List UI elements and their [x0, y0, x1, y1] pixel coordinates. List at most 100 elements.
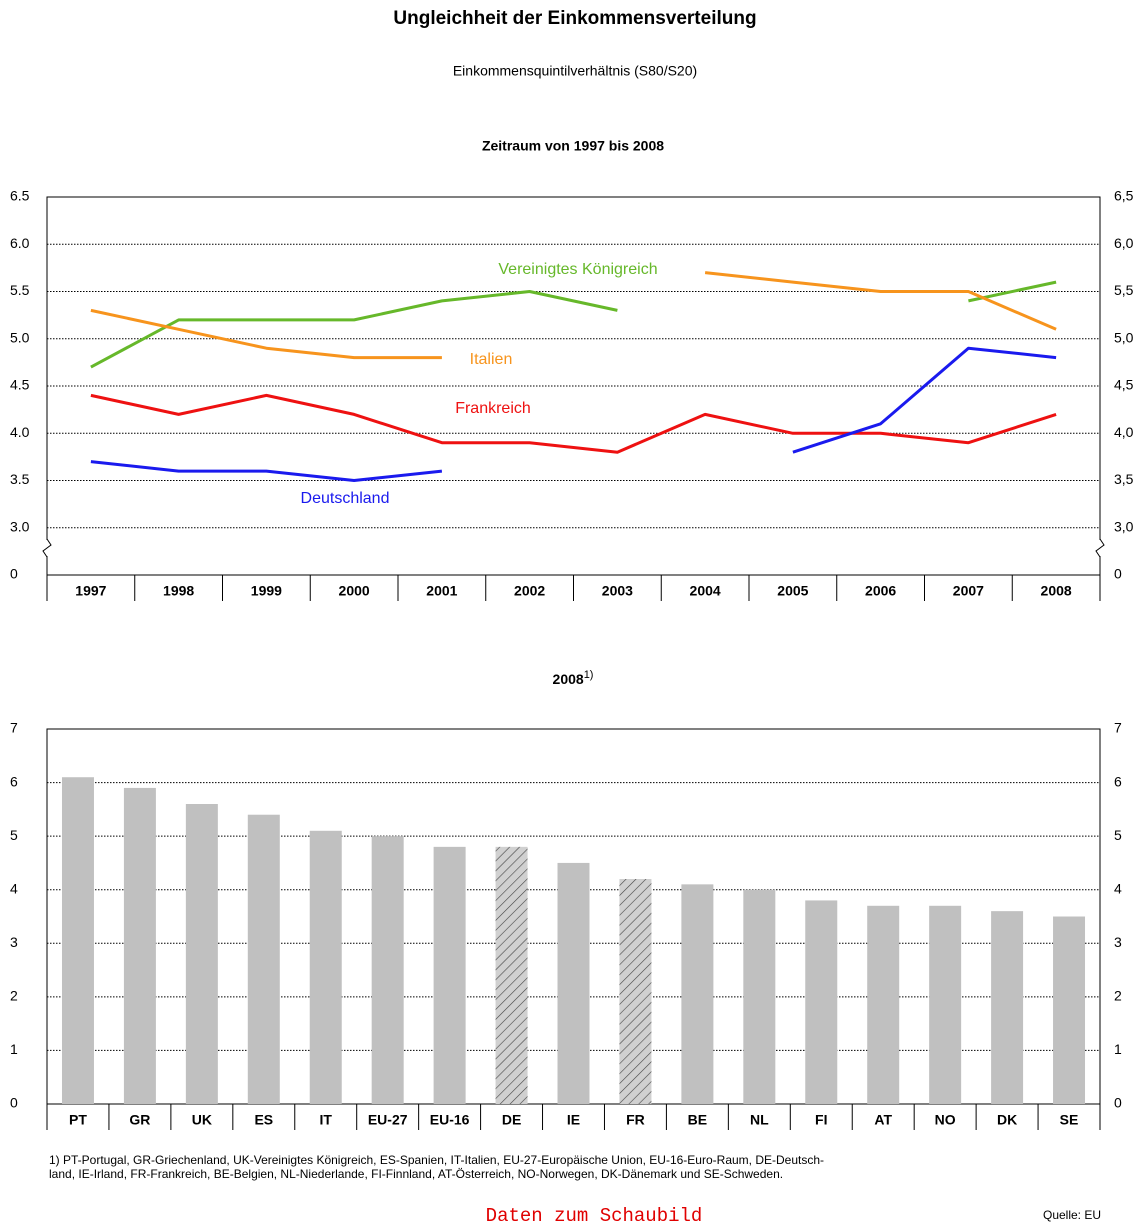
y-tick-label: 3.5: [10, 471, 30, 487]
y2-tick-label: 6: [1114, 773, 1122, 789]
x-tick-label: 2004: [690, 583, 721, 599]
y2-tick-label: 6,5: [1114, 188, 1134, 204]
chart-title: 20081): [553, 669, 594, 687]
x-tick-label: 2001: [426, 583, 457, 599]
footnote: land, IE-Irland, FR-Frankreich, BE-Belgi…: [49, 1167, 783, 1181]
x-tick-label: 2002: [514, 583, 545, 599]
x-tick-label: FR: [626, 1112, 645, 1128]
x-tick-label: 1997: [75, 583, 106, 599]
y2-tick-label: 3,0: [1114, 518, 1134, 534]
bar: [619, 879, 652, 1104]
x-tick-label: EU-16: [430, 1112, 470, 1128]
x-tick-label: SE: [1060, 1112, 1079, 1128]
axis-break: [1095, 538, 1105, 558]
source: Quelle: EU: [1043, 1208, 1101, 1222]
subtitle: Einkommensquintilverhältnis (S80/S20): [453, 63, 697, 79]
y2-tick-label: 0: [1114, 566, 1122, 582]
y2-tick-label: 5: [1114, 827, 1122, 843]
x-tick-label: DK: [997, 1112, 1017, 1128]
y-tick-label: 0: [10, 566, 18, 582]
bar: [247, 814, 280, 1104]
bar: [743, 889, 776, 1104]
footnote: 1) PT-Portugal, GR-Griechenland, UK-Vere…: [49, 1153, 824, 1167]
x-tick-label: 2000: [339, 583, 370, 599]
y2-tick-label: 4,5: [1114, 377, 1134, 393]
y-tick-label: 6.0: [10, 235, 30, 251]
page-title: Ungleichheit der Einkommensverteilung: [393, 8, 756, 29]
x-tick-label: GR: [129, 1112, 150, 1128]
series-line: [90, 280, 1057, 369]
x-tick-label: PT: [69, 1112, 87, 1128]
bar: [929, 905, 962, 1104]
x-tick-label: NO: [935, 1112, 956, 1128]
bar: [123, 787, 156, 1104]
y2-tick-label: 6,0: [1114, 235, 1134, 251]
y2-tick-label: 2: [1114, 988, 1122, 1004]
x-tick-label: EU-27: [368, 1112, 408, 1128]
y-tick-label: 1: [10, 1041, 18, 1057]
x-tick-label: 2005: [777, 583, 808, 599]
axis-break: [42, 538, 52, 558]
bar: [309, 830, 342, 1104]
y2-tick-label: 0: [1114, 1095, 1122, 1111]
series-label: Italien: [470, 351, 513, 368]
chart-title: Zeitraum von 1997 bis 2008: [482, 138, 664, 154]
bar: [371, 836, 404, 1104]
series-line: [90, 271, 1057, 360]
series-line: [90, 393, 1057, 454]
y-tick-label: 4: [10, 880, 18, 896]
chart-title-text: 2008: [553, 671, 584, 687]
y2-tick-label: 4,0: [1114, 424, 1134, 440]
x-tick-label: NL: [750, 1112, 769, 1128]
x-tick-label: 1998: [163, 583, 194, 599]
y-tick-label: 7: [10, 720, 18, 736]
data-link[interactable]: Daten zum Schaubild: [486, 1205, 703, 1224]
x-tick-label: FI: [815, 1112, 827, 1128]
x-tick-label: 2006: [865, 583, 896, 599]
y-tick-label: 5: [10, 827, 18, 843]
y-tick-label: 5.5: [10, 282, 30, 298]
bar: [185, 804, 218, 1104]
x-tick-label: ES: [254, 1112, 273, 1128]
series-label: Frankreich: [455, 400, 531, 417]
y2-tick-label: 5,5: [1114, 282, 1134, 298]
x-tick-label: DE: [502, 1112, 521, 1128]
series-label: Vereinigtes Königreich: [498, 261, 657, 278]
y2-tick-label: 5,0: [1114, 329, 1134, 345]
bar: [681, 884, 714, 1104]
x-tick-label: UK: [192, 1112, 212, 1128]
y2-tick-label: 1: [1114, 1041, 1122, 1057]
y-tick-label: 2: [10, 988, 18, 1004]
x-tick-label: 2008: [1041, 583, 1072, 599]
y-tick-label: 4.0: [10, 424, 30, 440]
y-tick-label: 6: [10, 773, 18, 789]
x-tick-label: IT: [320, 1112, 333, 1128]
x-tick-label: 2007: [953, 583, 984, 599]
y2-tick-label: 3: [1114, 934, 1122, 950]
y-tick-label: 3: [10, 934, 18, 950]
x-tick-label: 1999: [251, 583, 282, 599]
y-tick-label: 3.0: [10, 518, 30, 534]
y-tick-label: 4.5: [10, 377, 30, 393]
chart-title-note: 1): [584, 669, 594, 681]
y2-tick-label: 4: [1114, 880, 1122, 896]
y2-tick-label: 7: [1114, 720, 1122, 736]
x-tick-label: IE: [567, 1112, 580, 1128]
series-line: [90, 346, 1057, 482]
bar: [1053, 916, 1086, 1104]
y2-tick-label: 3,5: [1114, 471, 1134, 487]
bar: [557, 862, 590, 1104]
x-tick-label: BE: [688, 1112, 707, 1128]
bar: [805, 900, 838, 1104]
bar: [433, 846, 466, 1104]
bar: [991, 911, 1024, 1104]
x-tick-label: 2003: [602, 583, 633, 599]
y-tick-label: 6.5: [10, 188, 30, 204]
y-tick-label: 0: [10, 1095, 18, 1111]
x-tick-label: AT: [874, 1112, 892, 1128]
y-tick-label: 5.0: [10, 329, 30, 345]
bar: [61, 777, 94, 1104]
series-label: Deutschland: [301, 490, 390, 507]
